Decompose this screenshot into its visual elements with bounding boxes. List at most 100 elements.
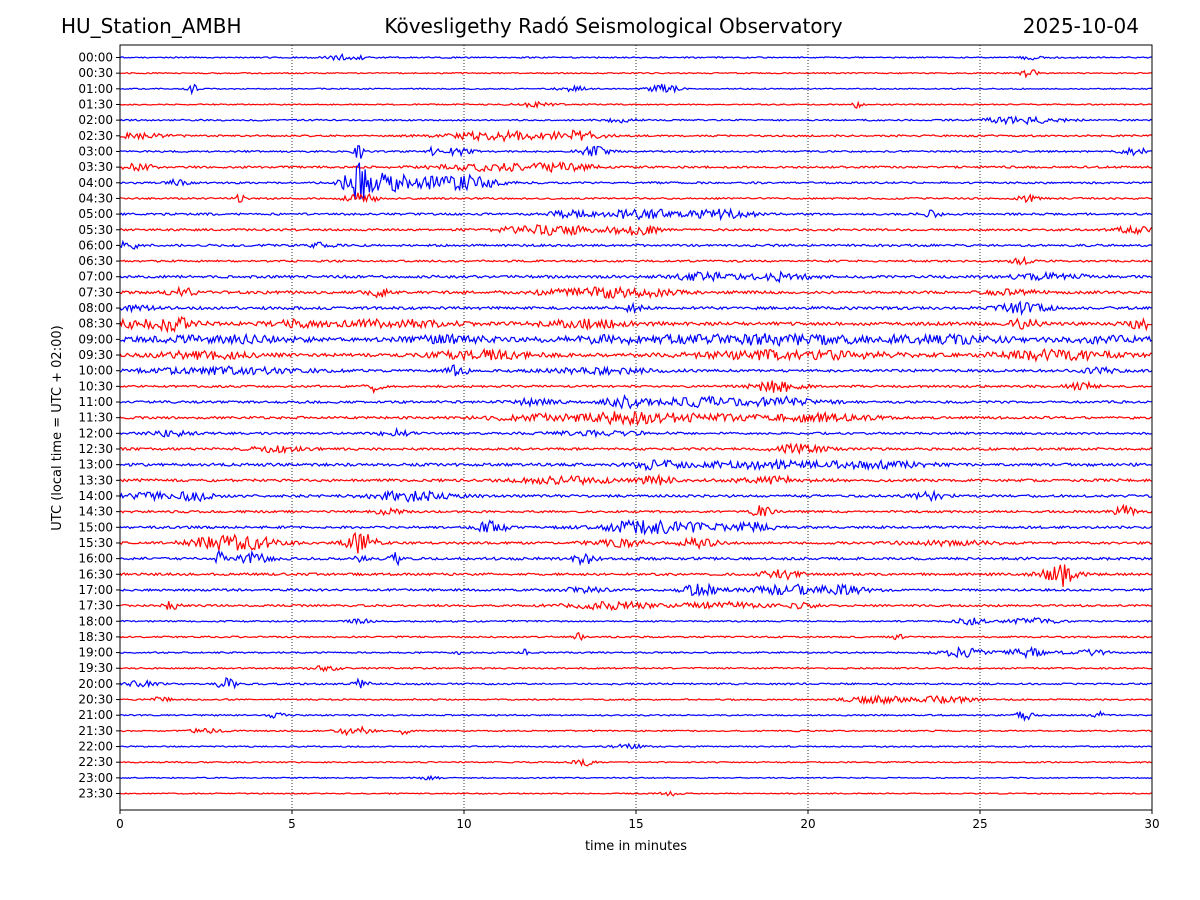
- trace-0100: [119, 83, 1153, 96]
- y-tick-label: 09:30: [78, 348, 113, 362]
- y-tick-label: 14:00: [78, 489, 113, 503]
- observatory-title: Kövesligethy Radó Seismological Observat…: [384, 14, 843, 38]
- trace-1230: [119, 441, 1153, 455]
- trace-1330: [119, 473, 1153, 487]
- y-tick-label: 00:30: [78, 66, 113, 80]
- trace-1800: [119, 616, 1153, 626]
- y-tick-label: 03:30: [78, 160, 113, 174]
- y-tick-label: 03:00: [78, 144, 113, 158]
- y-tick-label: 07:00: [78, 270, 113, 284]
- trace-1300: [119, 458, 1153, 472]
- y-tick-label: 10:00: [78, 364, 113, 378]
- y-tick-label: 08:00: [78, 301, 113, 315]
- trace-0400: [119, 162, 1153, 200]
- y-tick-label: 04:30: [78, 191, 113, 205]
- y-tick-label: 19:00: [78, 646, 113, 660]
- y-tick-label: 02:30: [78, 129, 113, 143]
- trace-0300: [119, 144, 1152, 159]
- x-tick-label: 5: [288, 817, 296, 831]
- y-tick-label: 13:30: [78, 473, 113, 487]
- trace-1700: [119, 582, 1153, 597]
- trace-0530: [119, 223, 1153, 237]
- y-tick-label: 04:00: [78, 176, 113, 190]
- trace-1930: [119, 665, 1153, 673]
- y-tick-label: 18:30: [78, 630, 113, 644]
- y-tick-label: 21:00: [78, 708, 113, 722]
- trace-0730: [119, 285, 1153, 300]
- trace-0130: [119, 100, 1153, 110]
- x-tick-label: 15: [628, 817, 643, 831]
- y-axis-label: UTC (local time = UTC + 02:00): [50, 325, 65, 530]
- y-tick-label: 20:00: [78, 677, 113, 691]
- y-tick-label: 23:00: [78, 771, 113, 785]
- trace-2200: [119, 742, 1153, 750]
- trace-2100: [119, 710, 1153, 722]
- y-tick-label: 16:00: [78, 552, 113, 566]
- trace-1530: [119, 531, 1153, 554]
- trace-0600: [119, 239, 1153, 250]
- trace-0830: [119, 315, 1153, 334]
- y-tick-label: 06:30: [78, 254, 113, 268]
- trace-0030: [119, 69, 1153, 79]
- trace-2130: [120, 725, 1153, 737]
- y-tick-label: 02:00: [78, 113, 113, 127]
- x-axis-label: time in minutes: [585, 839, 687, 854]
- trace-1500: [119, 518, 1153, 536]
- y-tick-label: 06:00: [78, 238, 113, 252]
- x-axis-ticks: 0 5 10 15 20 25 30: [116, 810, 1160, 831]
- x-tick-label: 10: [456, 817, 471, 831]
- y-tick-label: 11:00: [78, 395, 113, 409]
- trace-0930: [119, 347, 1153, 363]
- record-date: 2025-10-04: [1022, 14, 1139, 38]
- y-tick-label: 10:30: [78, 379, 113, 393]
- y-tick-label: 17:00: [78, 583, 113, 597]
- grid-lines: [291, 45, 981, 810]
- x-tick-label: 30: [1144, 817, 1159, 831]
- x-tick-label: 20: [800, 817, 815, 831]
- trace-1100: [119, 393, 1153, 410]
- y-tick-label: 12:30: [78, 442, 113, 456]
- y-tick-label: 15:00: [78, 520, 113, 534]
- x-tick-label: 0: [116, 817, 124, 831]
- trace-1400: [119, 489, 1153, 503]
- trace-1430: [119, 503, 1153, 517]
- trace-2330: [119, 790, 1153, 797]
- trace-2030: [119, 694, 1153, 706]
- station-name: HU_Station_AMBH: [61, 14, 242, 38]
- trace-0430: [119, 192, 1153, 204]
- trace-2000: [119, 677, 1153, 690]
- y-tick-label: 09:00: [78, 332, 113, 346]
- y-tick-label: 01:00: [78, 82, 113, 96]
- trace-1030: [119, 380, 1153, 395]
- y-tick-label: 05:30: [78, 223, 113, 237]
- trace-0700: [119, 270, 1153, 284]
- y-tick-label: 17:30: [78, 599, 113, 613]
- trace-0330: [119, 160, 1153, 174]
- trace-0230: [119, 128, 1153, 143]
- y-tick-label: 13:00: [78, 458, 113, 472]
- y-tick-label: 22:00: [78, 740, 113, 754]
- y-tick-label: 20:30: [78, 693, 113, 707]
- y-tick-label: 18:00: [78, 614, 113, 628]
- trace-1200: [119, 426, 1153, 439]
- y-tick-label: 16:30: [78, 567, 113, 581]
- x-tick-label: 25: [972, 817, 987, 831]
- trace-0000: [119, 52, 1153, 62]
- y-tick-label: 14:30: [78, 505, 113, 519]
- trace-1630: [119, 564, 1153, 587]
- y-tick-label: 19:30: [78, 661, 113, 675]
- trace-1600: [119, 549, 1153, 567]
- y-tick-label: 01:30: [78, 97, 113, 111]
- trace-0500: [119, 207, 1153, 222]
- trace-2300: [119, 774, 1153, 781]
- trace-1900: [120, 645, 1153, 660]
- y-tick-label: 07:30: [78, 285, 113, 299]
- y-tick-label: 12:00: [78, 426, 113, 440]
- trace-0900: [119, 332, 1153, 347]
- y-tick-label: 21:30: [78, 724, 113, 738]
- y-tick-label: 15:30: [78, 536, 113, 550]
- trace-0800: [119, 300, 1153, 317]
- y-tick-label: 11:30: [78, 411, 113, 425]
